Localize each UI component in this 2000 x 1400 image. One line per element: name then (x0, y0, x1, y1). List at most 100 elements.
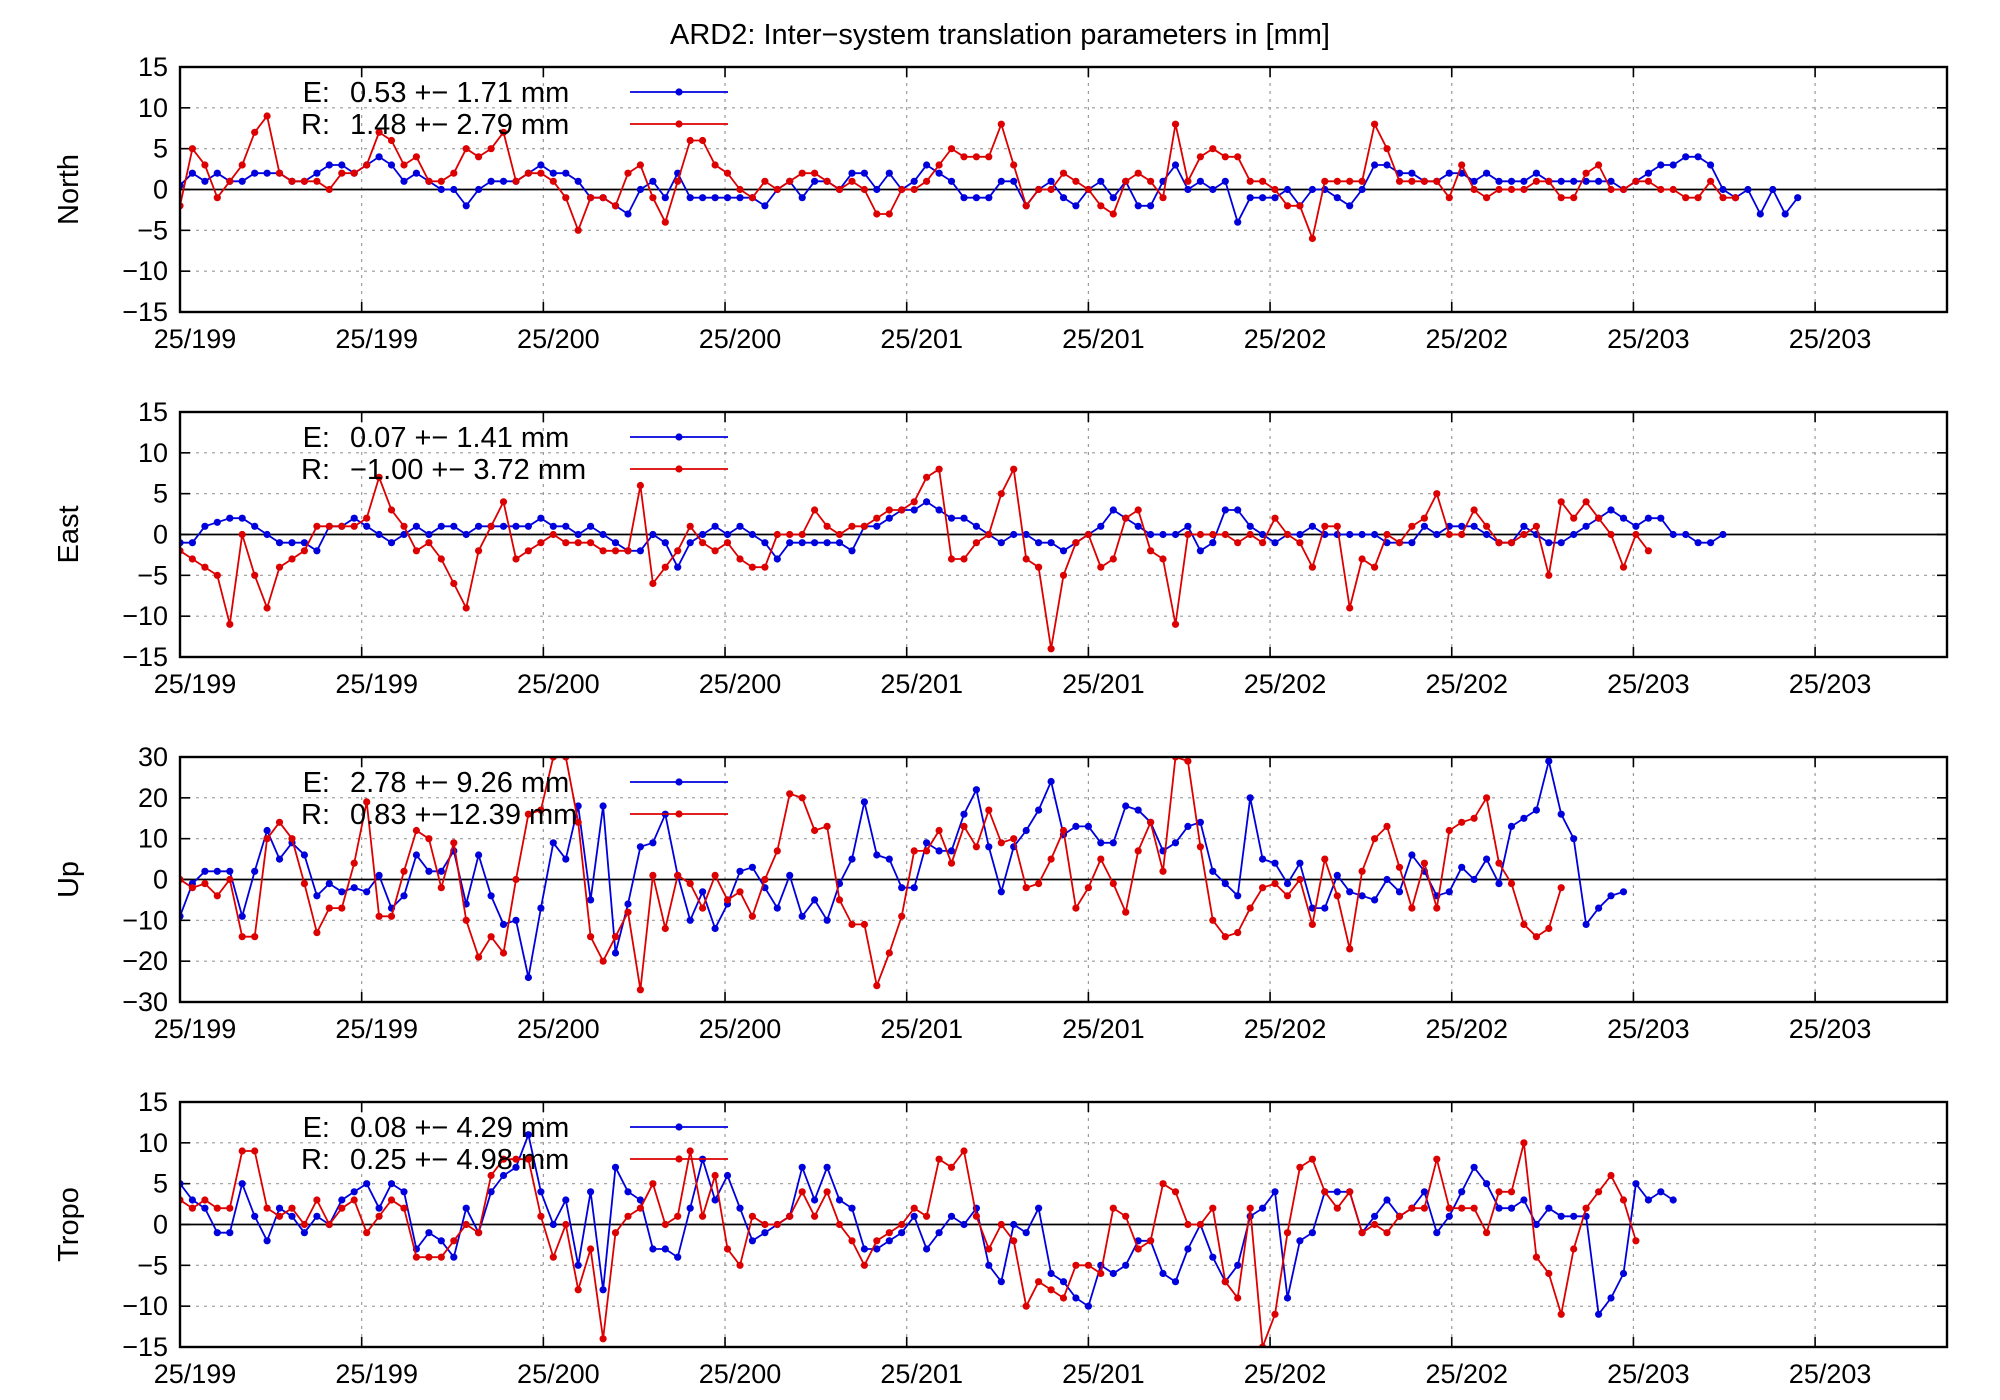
x-tick-label: 25/201 (1062, 1359, 1145, 1389)
y-tick-label: 15 (138, 52, 168, 82)
data-point-R (661, 563, 669, 571)
data-point-R (1420, 177, 1428, 185)
data-point-E (1196, 547, 1204, 555)
x-tick-label: 25/202 (1425, 1014, 1508, 1044)
data-point-R (624, 547, 632, 555)
data-point-R (1283, 530, 1292, 539)
data-point-R (1321, 1188, 1329, 1196)
data-point-R (487, 522, 495, 530)
data-point-R (923, 473, 931, 481)
data-point-R (387, 1196, 396, 1204)
data-point-R (487, 145, 495, 153)
series-R-east (180, 465, 1652, 653)
data-point-R (1470, 185, 1478, 194)
legend-value-R: −1.00 +− 3.72 mm (350, 454, 586, 486)
data-point-E (860, 169, 869, 177)
data-point-E (1296, 859, 1304, 867)
data-point-R (997, 120, 1005, 128)
data-point-R (475, 153, 483, 161)
data-point-R (1234, 539, 1242, 547)
series-line-R (180, 757, 1563, 990)
data-point-R (1420, 859, 1428, 867)
data-point-R (524, 169, 533, 177)
data-point-E (1694, 539, 1702, 547)
data-point-E (363, 1180, 371, 1188)
data-point-E (1109, 839, 1117, 847)
data-point-E (338, 888, 346, 896)
data-point-R (338, 169, 346, 177)
data-point-E (748, 863, 757, 871)
data-point-E (1520, 814, 1528, 822)
data-point-R (811, 826, 819, 835)
data-point-E (1545, 1204, 1553, 1212)
data-point-E (213, 867, 221, 875)
data-point-E (1607, 1294, 1615, 1302)
data-point-E (1072, 1294, 1080, 1302)
data-point-E (251, 169, 259, 177)
data-point-R (1209, 530, 1217, 539)
data-point-R (487, 1171, 495, 1180)
data-point-R (226, 620, 234, 628)
data-point-R (1470, 506, 1478, 514)
data-point-R (624, 169, 632, 177)
data-point-E (1184, 822, 1192, 831)
data-point-E (1122, 1261, 1130, 1269)
data-point-E (1296, 530, 1304, 539)
data-point-R (1383, 530, 1391, 539)
data-point-R (910, 498, 918, 506)
data-point-R (736, 888, 744, 896)
data-point-E (1644, 1196, 1652, 1204)
data-point-E (475, 522, 483, 530)
data-point-R (885, 949, 893, 957)
data-point-E (960, 810, 968, 818)
data-point-E (1682, 530, 1690, 539)
data-point-R (1532, 1253, 1540, 1261)
x-tick-label: 25/203 (1789, 669, 1872, 699)
data-point-E (935, 169, 943, 177)
data-point-R (848, 1237, 856, 1245)
plot-frame (178, 755, 1949, 1004)
data-point-E (350, 884, 358, 892)
data-point-E (1184, 1245, 1192, 1253)
x-tick-label: 25/199 (154, 669, 237, 699)
data-point-R (1072, 177, 1080, 185)
data-point-E (1582, 177, 1590, 185)
data-point-E (1632, 522, 1640, 530)
data-point-E (1147, 530, 1155, 539)
data-point-E (923, 498, 931, 506)
data-point-E (1483, 855, 1491, 863)
data-point-E (736, 867, 744, 875)
data-point-R (1669, 185, 1677, 194)
data-point-E (972, 786, 981, 794)
data-point-R (1184, 530, 1192, 539)
data-point-R (624, 908, 632, 916)
data-point-E (1520, 1196, 1528, 1204)
data-point-R (288, 555, 296, 563)
y-tick-label: −15 (122, 297, 168, 327)
data-point-R (1035, 185, 1043, 194)
data-point-R (860, 1261, 869, 1269)
data-point-E (985, 194, 993, 202)
data-point-E (1557, 1212, 1565, 1220)
data-point-E (798, 194, 806, 202)
y-tick-label: 10 (138, 824, 168, 854)
data-point-R (1159, 867, 1167, 875)
data-point-R (350, 859, 358, 867)
data-point-R (537, 1212, 545, 1220)
data-point-E (1221, 880, 1229, 888)
data-point-E (1097, 522, 1105, 530)
data-point-E (1644, 514, 1652, 522)
data-point-R (263, 1204, 271, 1212)
data-point-R (599, 547, 607, 555)
data-point-R (288, 177, 296, 185)
legend-value-R: 0.25 +− 4.98 mm (350, 1144, 569, 1176)
data-point-E (499, 177, 508, 185)
data-point-R (910, 847, 918, 855)
data-point-E (923, 1245, 931, 1253)
data-point-R (587, 194, 595, 202)
data-point-E (1433, 1229, 1441, 1237)
data-point-E (562, 855, 570, 863)
y-tick-label: 20 (138, 783, 168, 813)
data-point-E (437, 522, 445, 530)
